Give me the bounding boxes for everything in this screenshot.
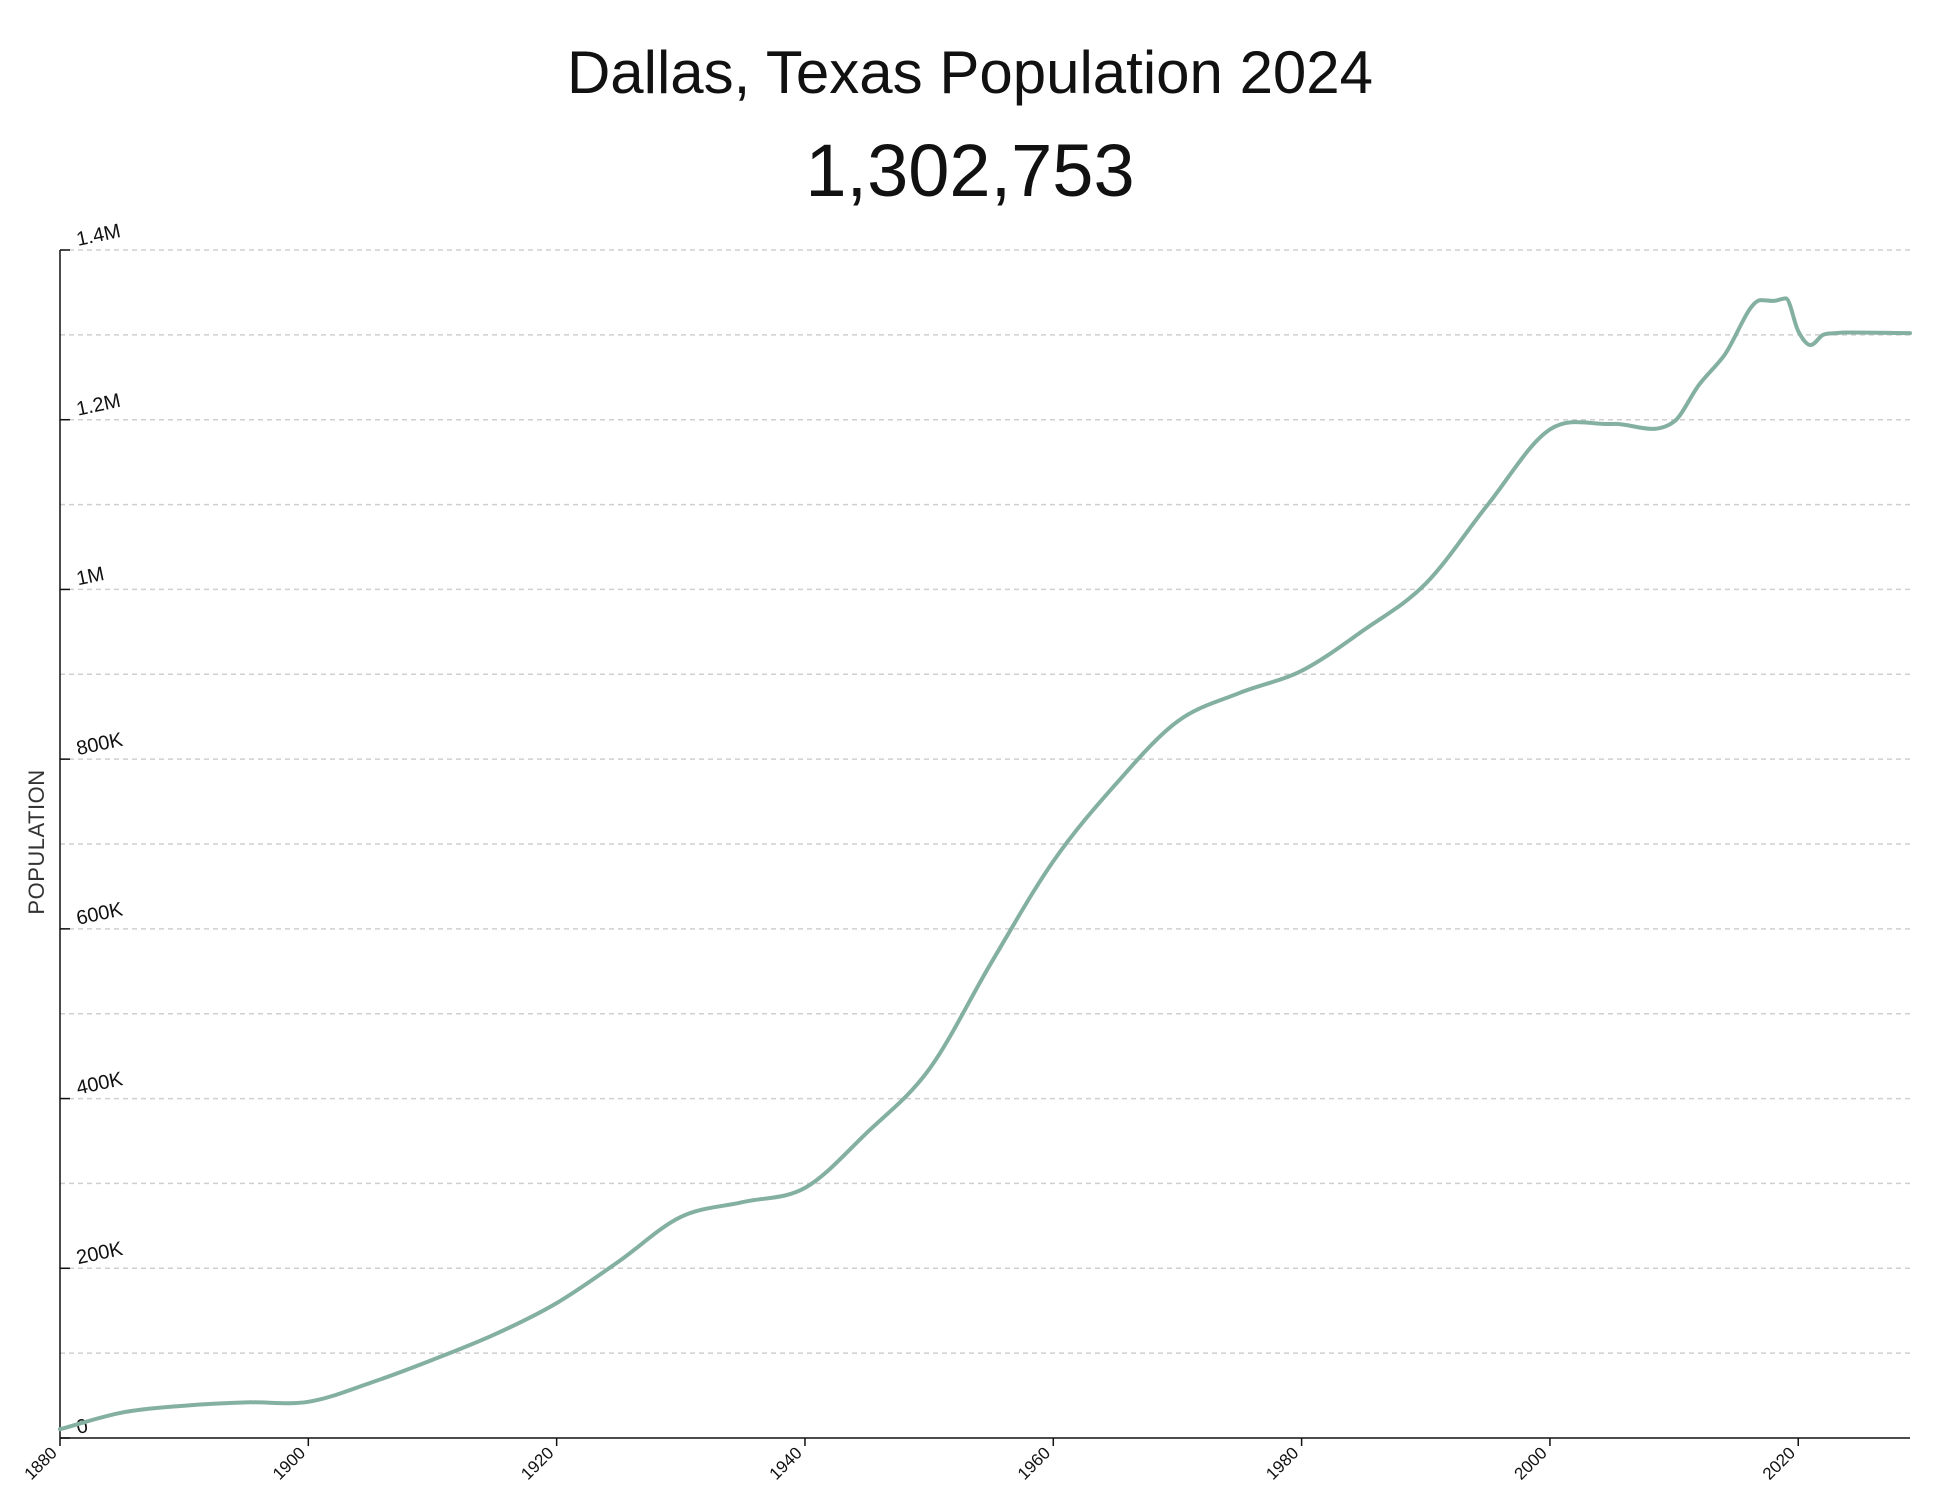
chart-title: Dallas, Texas Population 2024 [566,39,1374,106]
y-tick-label: 1.4M [74,220,122,251]
x-axis-ticks: 1880 1900 1920 1940 1960 1980 2000 2020 [21,1438,1799,1484]
axes [59,250,1910,1439]
x-tick-label: 1920 [517,1443,557,1483]
series-group [58,296,1912,1432]
y-tick-label: 1M [74,563,106,590]
y-tick-label: 1.2M [74,390,122,421]
y-axis-title: POPULATION [24,769,49,914]
population-series-line [58,296,1912,1432]
gridlines [60,249,1910,1354]
x-tick-label: 1880 [21,1443,61,1483]
y-tick-label: 200K [74,1238,125,1269]
y-tick-label: 800K [74,729,125,760]
x-tick-label: 1900 [269,1443,309,1483]
y-tick-label: 600K [74,898,125,929]
y-tick-label: 0 [74,1415,89,1439]
x-tick-label: 2020 [1759,1443,1799,1483]
x-tick-label: 1980 [1262,1443,1302,1483]
x-tick-label: 1940 [766,1443,806,1483]
x-tick-label: 2000 [1511,1443,1551,1483]
y-tick-label: 400K [74,1068,125,1099]
x-tick-label: 1960 [1014,1443,1054,1483]
chart-subtitle-population: 1,302,753 [805,129,1135,212]
y-axis-ticks: 0 200K 400K 600K 800K 1M 1.2M 1.4M [60,220,125,1439]
